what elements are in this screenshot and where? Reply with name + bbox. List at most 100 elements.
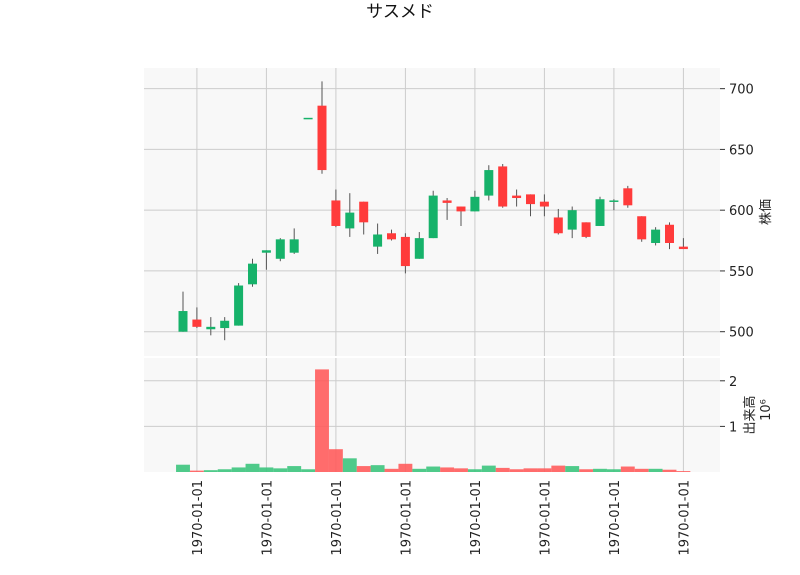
volume-panel-background (144, 358, 720, 472)
candle-body (442, 200, 452, 203)
volume-bar (328, 449, 343, 472)
volume-bar (606, 469, 621, 472)
price-y-ticks: 500 550 600 650 700 (720, 83, 754, 341)
candle-body (234, 285, 244, 326)
candle (414, 232, 424, 259)
candle (289, 228, 299, 254)
volume-bar (523, 468, 538, 472)
candle-body (414, 238, 424, 259)
candle (567, 206, 577, 239)
x-tick-label: 1970-01-01 (538, 480, 553, 556)
candle-body (359, 201, 369, 223)
volume-bar (287, 466, 302, 472)
candle-body (470, 196, 480, 212)
volume-bar (412, 468, 427, 472)
price-candles (178, 81, 688, 341)
volume-bar (579, 469, 594, 472)
volume-bar (537, 468, 552, 472)
candle-body (581, 222, 591, 237)
candle-body (192, 319, 202, 327)
volume-panel: 12 出来高 10⁶ (144, 358, 774, 472)
candle (428, 190, 438, 239)
volume-bar (676, 471, 691, 472)
candle (539, 194, 549, 217)
candle (373, 223, 383, 254)
candle (234, 283, 244, 326)
volume-bar (231, 467, 246, 472)
candle-body (567, 210, 577, 230)
candle (553, 208, 563, 235)
volume-bar (426, 466, 441, 472)
volume-exponent-label: 10⁶ (759, 399, 774, 421)
price-tick-label: 550 (729, 265, 754, 280)
candle (512, 189, 522, 207)
x-tick-label: 1970-01-01 (469, 480, 484, 556)
volume-bar (440, 467, 455, 472)
candle (595, 196, 605, 226)
candle-body (428, 195, 438, 239)
volume-bar (648, 468, 663, 472)
volume-bar (620, 466, 635, 472)
volume-bar (203, 470, 218, 472)
volume-bar (176, 464, 190, 472)
candle-body (261, 250, 271, 253)
candle (470, 190, 480, 212)
candle (400, 233, 410, 274)
volume-y-ticks: 12 (720, 375, 737, 435)
price-panel: 500 550 600 650 700 株価 (144, 68, 774, 356)
volume-bar (509, 469, 524, 472)
candle-body (637, 216, 647, 240)
volume-bar (662, 469, 677, 472)
candle (303, 117, 313, 120)
candle (331, 189, 341, 228)
candle-body (456, 206, 466, 212)
volume-bar (634, 468, 649, 472)
candle (456, 206, 466, 226)
candle-body (387, 233, 396, 240)
volume-bar (342, 458, 357, 472)
candle (387, 229, 396, 241)
candle (678, 238, 688, 250)
candle (248, 258, 257, 287)
candle (581, 222, 591, 239)
candle-body (178, 311, 188, 332)
volume-bar (593, 468, 607, 472)
price-tick-label: 500 (729, 326, 754, 341)
candle-body (678, 246, 688, 250)
candle-body (248, 263, 257, 285)
volume-bar (189, 470, 204, 472)
candle-body (651, 229, 661, 243)
candle (192, 307, 202, 329)
volume-bar (481, 465, 496, 472)
chart-title: サスメド (366, 2, 434, 22)
x-tick-label: 1970-01-01 (260, 480, 275, 556)
price-tick-label: 600 (729, 204, 754, 219)
volume-bar (551, 465, 566, 472)
x-tick-labels: 1970-01-01 1970-01-01 1970-01-01 1970-01-01… (191, 480, 693, 556)
candle (317, 81, 327, 174)
candle-body (206, 326, 216, 330)
candle (526, 194, 535, 217)
volume-bar (384, 468, 399, 472)
candle-body (595, 199, 605, 226)
volume-bar (217, 469, 232, 472)
price-y-axis-label: 株価 (759, 199, 774, 225)
candle-body (665, 224, 674, 243)
x-tick-label: 1970-01-01 (191, 480, 206, 556)
candle-body (331, 200, 341, 226)
x-tick-label: 1970-01-01 (399, 480, 414, 556)
candle (359, 201, 369, 235)
candle-body (289, 239, 299, 253)
x-tick-label: 1970-01-01 (330, 480, 345, 556)
candle (442, 198, 452, 220)
candle (623, 185, 633, 208)
volume-tick-label: 2 (729, 375, 737, 390)
volume-bar (495, 467, 510, 472)
candle-body (345, 212, 355, 229)
candle (498, 164, 508, 208)
volume-bar (245, 463, 260, 472)
volume-bar (301, 469, 316, 472)
candle (261, 250, 271, 270)
volume-bar (315, 369, 329, 472)
